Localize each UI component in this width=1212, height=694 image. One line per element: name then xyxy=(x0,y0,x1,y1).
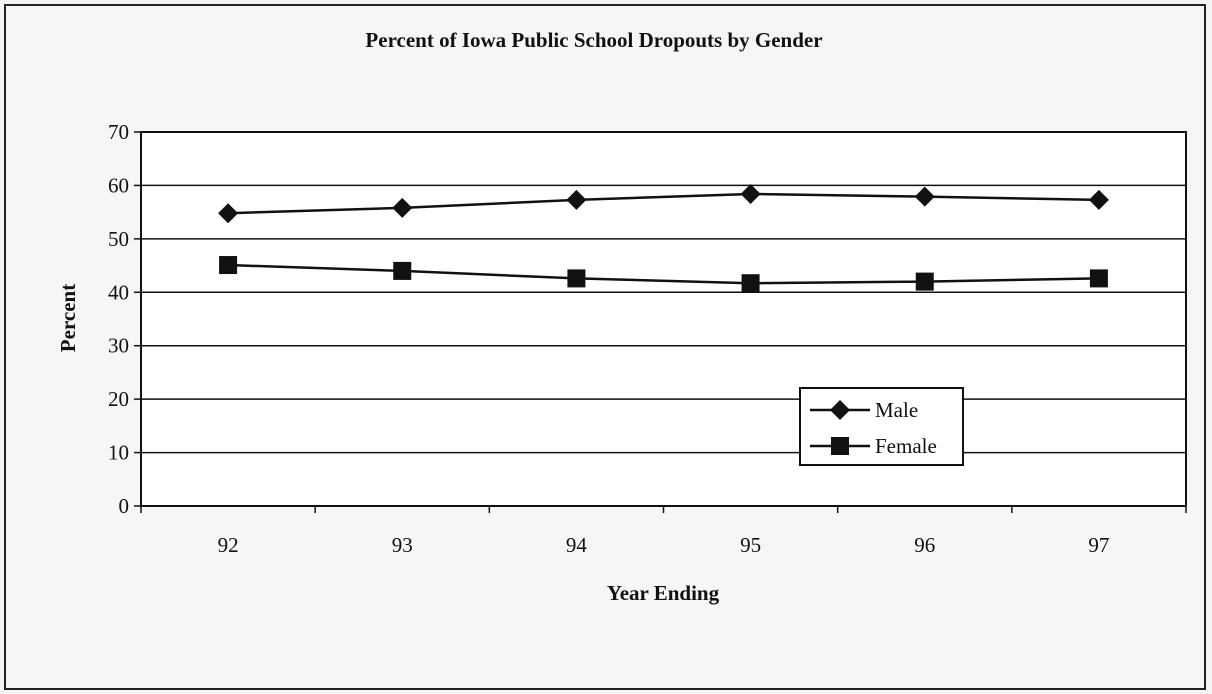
y-tick-label: 30 xyxy=(108,334,129,358)
legend-female-marker xyxy=(831,437,849,455)
x-tick-label: 94 xyxy=(566,533,588,557)
female-point xyxy=(219,256,238,275)
y-tick-label: 50 xyxy=(108,227,129,251)
legend-female-label: Female xyxy=(875,434,937,458)
y-axis-ticks: 0 10 20 30 40 50 60 70 xyxy=(108,120,141,518)
plot-area xyxy=(140,131,1187,507)
grid-lines xyxy=(141,184,1186,454)
male-point xyxy=(1088,189,1109,210)
male-point xyxy=(392,197,413,218)
male-point xyxy=(566,189,587,210)
y-tick-label: 20 xyxy=(108,387,129,411)
male-point xyxy=(218,203,239,224)
x-axis-label: Year Ending xyxy=(607,581,720,605)
female-point xyxy=(1089,269,1108,288)
female-line xyxy=(228,263,1099,285)
female-point xyxy=(915,272,934,291)
x-tick-label: 92 xyxy=(218,533,239,557)
legend-box xyxy=(799,387,964,466)
legend-male-marker xyxy=(830,400,850,420)
y-tick-label: 10 xyxy=(108,441,129,465)
female-point xyxy=(567,269,586,288)
female-point xyxy=(741,274,760,293)
male-series xyxy=(218,183,1109,224)
y-tick-label: 60 xyxy=(108,173,129,197)
x-tick-label: 97 xyxy=(1088,533,1109,557)
male-line xyxy=(228,192,1099,215)
series-group xyxy=(218,183,1109,293)
x-tick-label: 96 xyxy=(914,533,935,557)
legend-male-label: Male xyxy=(875,398,918,422)
y-tick-label: 70 xyxy=(108,120,129,144)
x-tick-label: 93 xyxy=(392,533,413,557)
legend: Male Female xyxy=(799,387,964,466)
y-axis-label: Percent xyxy=(56,284,80,352)
female-series xyxy=(219,256,1108,293)
y-tick-label: 40 xyxy=(108,280,129,304)
male-point xyxy=(740,183,761,204)
female-point xyxy=(393,261,412,280)
male-point xyxy=(914,186,935,207)
x-axis-ticks: 92 93 94 95 96 97 xyxy=(140,506,1187,557)
chart-title: Percent of Iowa Public School Dropouts b… xyxy=(365,28,822,52)
y-tick-label: 0 xyxy=(119,494,130,518)
x-tick-label: 95 xyxy=(740,533,761,557)
